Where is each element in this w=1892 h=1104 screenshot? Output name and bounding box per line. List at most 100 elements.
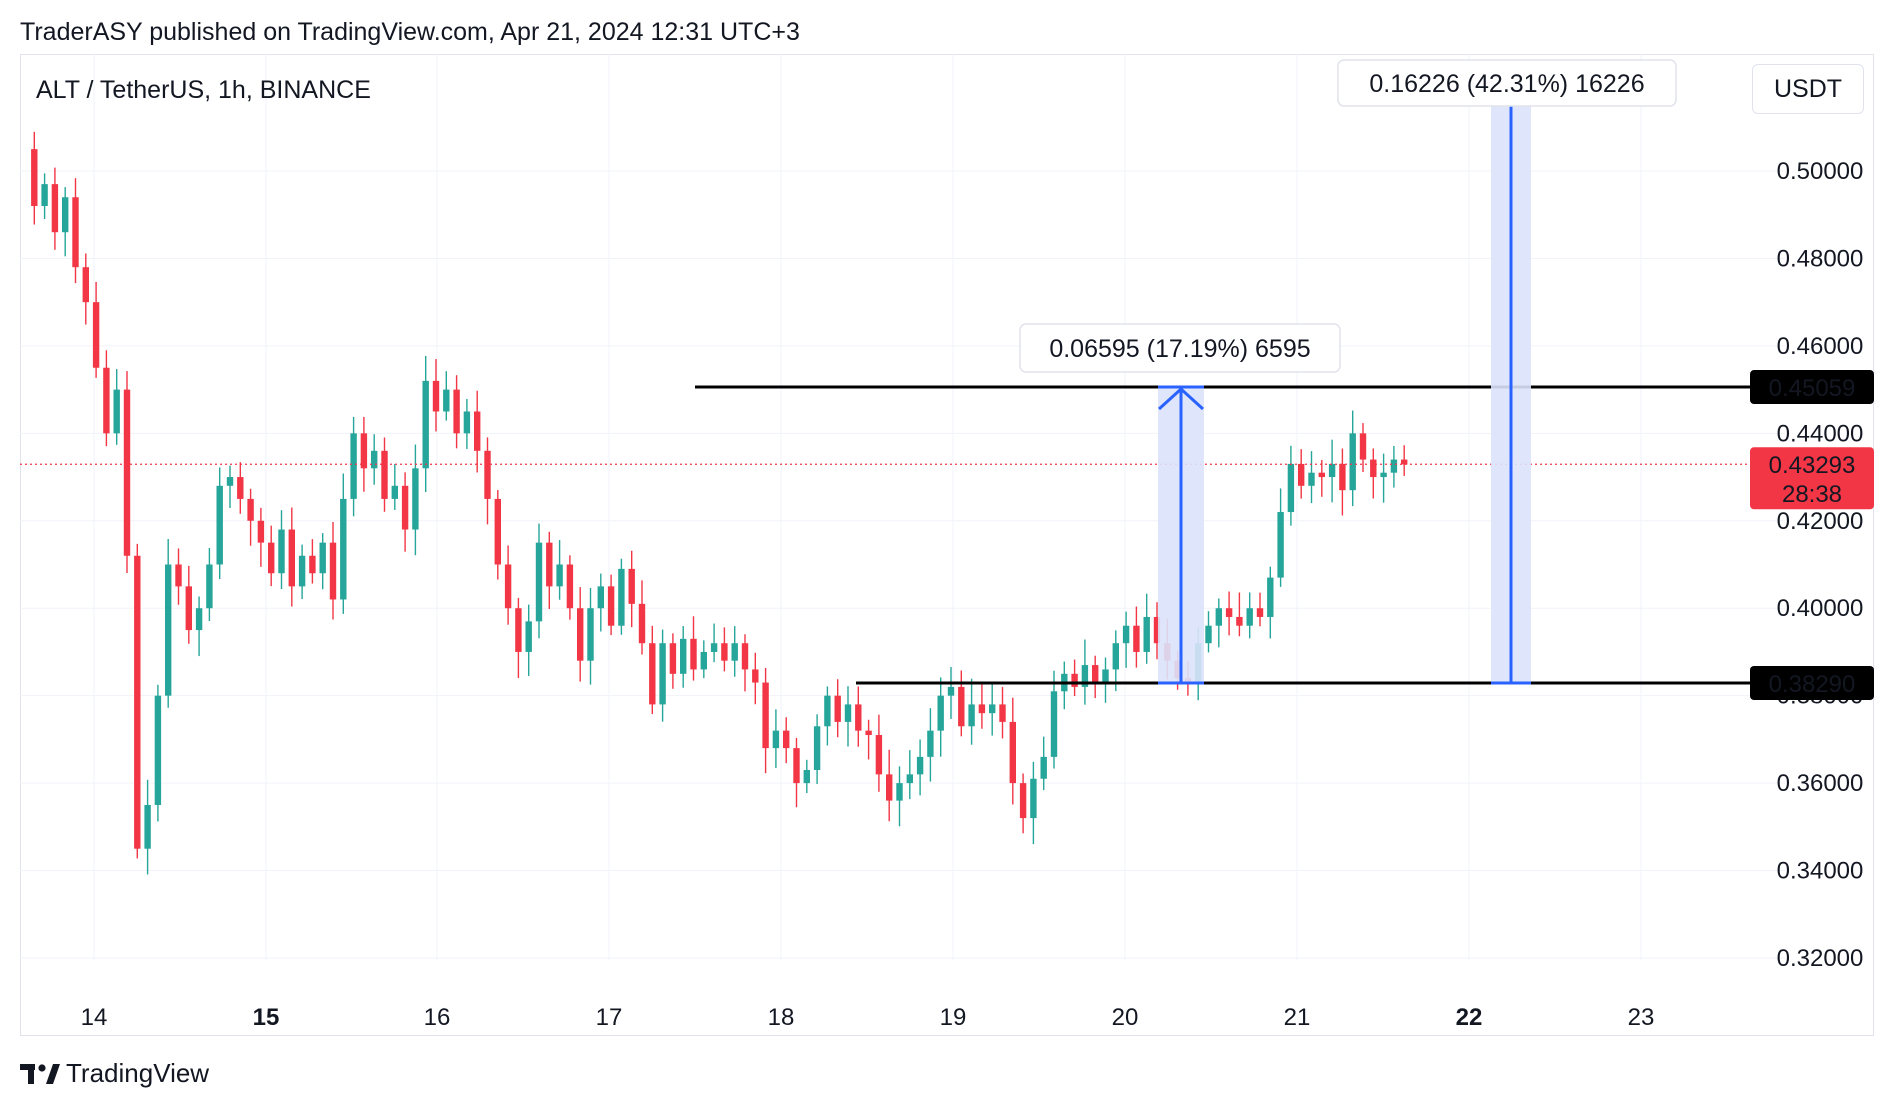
candle-body bbox=[855, 704, 862, 731]
candle-body bbox=[1050, 691, 1058, 757]
candle-body bbox=[731, 643, 738, 661]
time-tick-label: 22 bbox=[1456, 1004, 1483, 1031]
candle-body bbox=[1380, 472, 1387, 478]
candle-body bbox=[772, 730, 780, 749]
candle-body bbox=[494, 498, 501, 565]
candle-body bbox=[597, 586, 604, 609]
candle-body bbox=[340, 498, 347, 600]
candle-body bbox=[463, 411, 471, 434]
candle-body bbox=[968, 704, 975, 727]
candle-body bbox=[474, 411, 481, 451]
tradingview-logo-icon bbox=[20, 1063, 60, 1084]
candle-body bbox=[412, 468, 419, 530]
candle-body bbox=[916, 756, 924, 775]
candle-body bbox=[350, 433, 357, 499]
candle-body bbox=[1328, 463, 1336, 478]
time-tick-label: 21 bbox=[1284, 1004, 1311, 1031]
price-tick-label: 0.36000 bbox=[1777, 770, 1864, 797]
candle-body bbox=[31, 149, 38, 206]
candle-body bbox=[401, 485, 409, 530]
candle-body bbox=[1277, 512, 1284, 578]
candle-body bbox=[1215, 608, 1222, 626]
candle-body bbox=[1298, 463, 1305, 486]
measure-arrow-head-icon bbox=[1157, 387, 1205, 411]
candle-body bbox=[752, 669, 759, 683]
price-tick-label: 0.34000 bbox=[1777, 858, 1864, 885]
candle-body bbox=[1370, 459, 1377, 478]
candle-body bbox=[298, 555, 306, 587]
footer-brand[interactable]: TradingView bbox=[20, 1058, 209, 1089]
candle-body bbox=[1205, 625, 1212, 644]
candle-body bbox=[1153, 616, 1161, 644]
candle-body bbox=[443, 389, 450, 412]
candle-body bbox=[278, 529, 285, 574]
candle-body bbox=[1225, 608, 1233, 617]
candle-body bbox=[165, 564, 172, 696]
time-tick-label: 20 bbox=[1112, 1004, 1139, 1031]
candle-body bbox=[999, 704, 1006, 722]
candle-body bbox=[875, 735, 883, 775]
candle-body bbox=[206, 564, 213, 609]
symbol-label[interactable]: ALT / TetherUS, 1h, BINANCE bbox=[36, 76, 371, 104]
time-tick-label: 23 bbox=[1628, 1004, 1655, 1031]
candle-body bbox=[504, 564, 512, 609]
currency-button[interactable]: USDT bbox=[1752, 64, 1864, 114]
candle-body bbox=[638, 603, 646, 644]
candle-body bbox=[309, 555, 316, 574]
candle-body bbox=[1390, 459, 1398, 473]
time-tick-label: 16 bbox=[424, 1004, 451, 1031]
candle-body bbox=[865, 730, 872, 736]
candle-body bbox=[123, 389, 131, 556]
candle-body bbox=[927, 730, 934, 757]
level-price-badge bbox=[1750, 370, 1874, 405]
candle-body bbox=[92, 302, 100, 368]
candle-body bbox=[803, 769, 810, 784]
candle-body bbox=[103, 367, 110, 434]
candle-body bbox=[422, 380, 429, 469]
candle-body bbox=[247, 498, 254, 521]
candle-body bbox=[1030, 778, 1037, 819]
candle-body bbox=[391, 485, 398, 499]
candle-body bbox=[1122, 625, 1130, 644]
candle-body bbox=[556, 564, 563, 587]
footer-brand-text: TradingView bbox=[66, 1058, 210, 1088]
measure-label-box bbox=[1337, 59, 1677, 107]
candle-body bbox=[813, 726, 821, 770]
candle-body bbox=[360, 433, 368, 469]
candle-body bbox=[432, 380, 440, 412]
candle-body bbox=[268, 542, 275, 574]
candle-body bbox=[896, 783, 903, 801]
candle-body bbox=[535, 542, 543, 622]
candle-body bbox=[659, 643, 666, 705]
candle-body bbox=[195, 608, 203, 631]
candle-body bbox=[690, 638, 697, 670]
candle-body bbox=[1040, 756, 1047, 779]
horizontal-levels bbox=[695, 385, 1785, 685]
candle-body bbox=[546, 542, 553, 587]
candle-body bbox=[226, 477, 234, 486]
candle-body bbox=[1112, 643, 1119, 670]
candles bbox=[31, 131, 1408, 875]
current-price-badge bbox=[1750, 447, 1874, 510]
candle-body bbox=[577, 608, 584, 661]
price-tick-label: 0.42000 bbox=[1777, 508, 1864, 535]
candle-body bbox=[587, 608, 594, 661]
time-tick-label: 14 bbox=[81, 1004, 108, 1031]
candle-body bbox=[381, 450, 388, 499]
candle-body bbox=[371, 450, 378, 469]
candle-body bbox=[947, 686, 955, 696]
candle-body bbox=[741, 643, 749, 670]
candle-body bbox=[607, 586, 615, 626]
candle-body bbox=[937, 695, 944, 731]
candle-body bbox=[762, 682, 769, 749]
candle-body bbox=[1339, 463, 1346, 491]
price-range-measurements: 0.06595 (17.19%) 6595 0.16226 (42.31%) 16… bbox=[1019, 59, 1677, 685]
candle-body bbox=[484, 450, 491, 499]
time-axis: 14 15 16 17 18 19 20 21 22 23 bbox=[81, 1004, 1655, 1031]
level-price-badge-label: 0.38290 bbox=[1769, 671, 1856, 698]
candle-body bbox=[1349, 433, 1356, 491]
candle-body bbox=[680, 638, 687, 674]
measure-label: 0.06595 (17.19%) 6595 bbox=[1049, 335, 1310, 363]
candle-body bbox=[1081, 665, 1089, 687]
